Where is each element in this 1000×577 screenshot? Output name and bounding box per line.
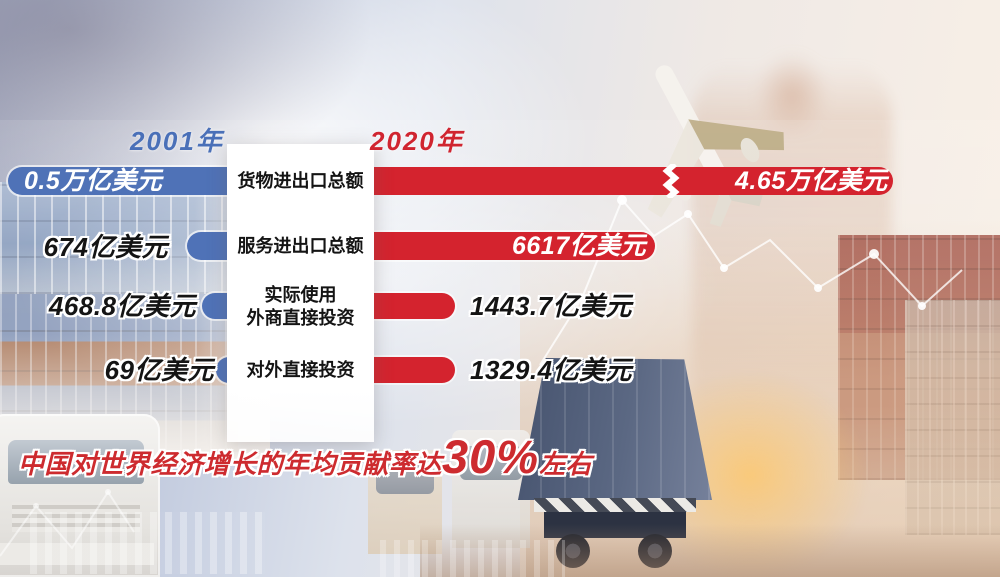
year-label-2001: 2001年: [130, 126, 224, 156]
value-2001-odi: 69亿美元: [104, 355, 214, 385]
value-2020-fdi-inbound: 1443.7亿美元: [470, 291, 633, 321]
value-2001-goods: 0.5万亿美元: [24, 167, 163, 195]
bar-2020-fdi-inbound: [365, 293, 455, 319]
category-label-text: 服务进出口总额: [237, 236, 364, 256]
histogram-motif-left: [30, 512, 265, 574]
year-label-2020: 2020年: [370, 126, 464, 156]
truck-hazard-bumper: [534, 498, 696, 512]
truck-bumper: [0, 543, 154, 565]
truck-container-box: [517, 358, 713, 500]
category-label-services: 服务进出口总额: [227, 235, 374, 258]
bar-2020-odi: [365, 357, 455, 383]
category-label-odi: 对外直接投资: [227, 359, 374, 382]
bar-break-icon: [662, 164, 680, 198]
value-2001-fdi-inbound: 468.8亿美元: [48, 291, 196, 321]
bar-2020-goods: [365, 167, 893, 195]
category-label-text: 货物进出口总额: [237, 171, 364, 191]
bar-2020-services: [365, 232, 655, 260]
value-2001-services: 674亿美元: [43, 232, 168, 262]
footer-text-suffix: 左右: [539, 449, 593, 479]
value-2020-goods: 4.65万亿美元: [735, 167, 888, 195]
category-label-line2: 外商直接投资: [246, 308, 355, 328]
category-label-text: 对外直接投资: [246, 360, 355, 380]
road-ground: [420, 524, 1000, 577]
value-2020-odi: 1329.4亿美元: [470, 355, 633, 385]
histogram-motif-center: [380, 540, 565, 577]
category-label-fdi-inbound: 实际使用 外商直接投资: [227, 284, 374, 330]
center-label-panel: [227, 144, 374, 442]
footer-highlight-30pct: 30%: [442, 430, 540, 483]
bar-2001-goods: [8, 167, 237, 195]
value-2020-services: 6617亿美元: [512, 232, 647, 260]
footer-text-prefix: 中国对世界经济增长的年均贡献率达: [18, 449, 443, 479]
category-label-goods: 货物进出口总额: [227, 170, 374, 193]
truck-windshield: [376, 464, 434, 494]
category-label-line1: 实际使用: [264, 285, 337, 305]
footer-headline: 中国对世界经济增长的年均贡献率达30%左右: [18, 429, 592, 484]
